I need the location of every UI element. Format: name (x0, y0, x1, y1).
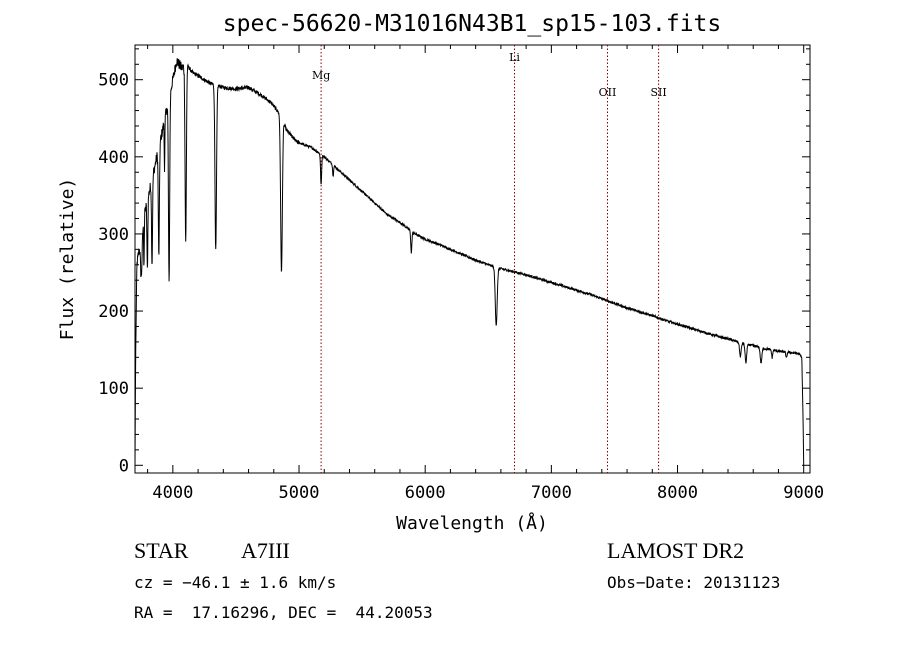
redshift-cz: cz = −46.1 ± 1.6 km/s (134, 573, 337, 592)
survey-name: LAMOST DR2 (607, 538, 745, 563)
marker-label-sii: SII (650, 86, 666, 99)
x-tick-label: 9000 (783, 483, 824, 503)
marker-label-li: Li (509, 51, 520, 64)
object-subclass: A7III (241, 538, 290, 563)
x-tick-label: 6000 (405, 483, 446, 503)
y-tick-label: 400 (98, 148, 129, 168)
x-tick-label: 4000 (152, 483, 193, 503)
marker-label-oii: OII (599, 86, 617, 99)
x-tick-label: 5000 (279, 483, 320, 503)
spectrum-line (134, 58, 805, 466)
x-tick-label: 8000 (657, 483, 698, 503)
observation-date: Obs−Date: 20131123 (607, 573, 781, 592)
y-tick-label: 300 (98, 225, 129, 245)
object-class: STAR (134, 538, 189, 563)
line-markers: Mg Li OII SII (312, 45, 667, 473)
y-tick-label: 500 (98, 71, 129, 91)
marker-label-mg: Mg (312, 69, 330, 82)
y-tick-label: 100 (98, 379, 129, 399)
x-axis-label: Wavelength (Å) (396, 512, 548, 534)
axes: 4000 5000 6000 7000 8000 9000 0 100 200 300 400 500 (98, 45, 824, 503)
chart-title: spec-56620-M31016N43B1_sp15-103.fits (223, 11, 722, 37)
y-tick-label: 200 (98, 302, 129, 322)
y-tick-label: 0 (119, 456, 129, 476)
y-axis-label: Flux (relative) (57, 178, 78, 341)
plot-frame (134, 44, 811, 474)
coordinates: RA = 17.16296, DEC = 44.20053 (134, 603, 433, 622)
x-tick-label: 7000 (531, 483, 572, 503)
